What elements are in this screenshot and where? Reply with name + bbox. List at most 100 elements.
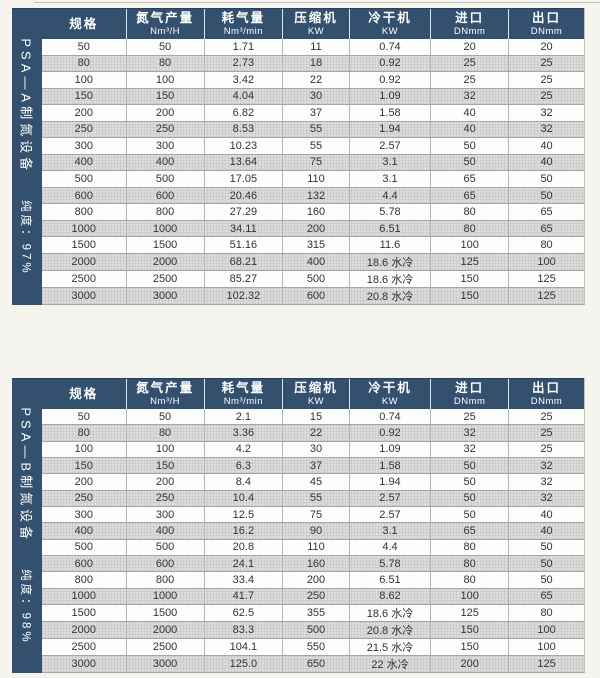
table-cell: 20.8 水冷 [350, 287, 432, 304]
column-title: 冷干机 [368, 380, 412, 395]
table-cell: 50 [431, 138, 510, 154]
table-cell: 41.7 [205, 588, 284, 604]
table-cell: 22 [283, 425, 350, 441]
table-cell: 160 [283, 555, 350, 572]
table-cell: 65 [540, 590, 553, 603]
table-cell: 24.1 [205, 555, 284, 572]
table-cell: 150 [431, 287, 510, 304]
table-cell: 150 [431, 621, 510, 638]
column-unit: KW [381, 395, 399, 407]
header-row: 规格 氮气产量 Nm³/H 耗气量 Nm³/min 压缩机 KW 冷干机 KW 进口 DNmm 出口 D… [42, 378, 584, 409]
table-cell: 50 [42, 409, 127, 425]
table-cell: 3000 [127, 655, 205, 672]
table-row: 2000 2000 83.3 500 20.8 水冷 150 100 [42, 620, 584, 638]
table-cell: 80 [42, 425, 127, 441]
column-header-5: 进口 DNmm [431, 9, 510, 39]
table-row: 150 150 6.3 37 1.58 50 32 [42, 456, 584, 474]
psa-a-spec-table: PSA—A制氮设备 纯度：97% 规格 氮气产量 Nm³/H 耗气量 Nm³/min 压缩… [12, 8, 585, 305]
table-cell: 110 [283, 171, 350, 187]
table-cell: 20.46 [205, 187, 284, 204]
table-cell: 80 [431, 572, 510, 588]
psa-a-grid: 规格 氮气产量 Nm³/H 耗气量 Nm³/min 压缩机 KW 冷干机 KW 进口 DNmm 出口 D… [42, 8, 585, 305]
table-cell: 55 [283, 490, 350, 506]
table-row: 100 100 4.2 30 1.09 32 25 [42, 440, 584, 457]
table-cell: 2500 [42, 270, 127, 287]
table-row: 80 80 2.73 18 0.92 25 25 [42, 54, 584, 72]
column-title: 出口 [532, 380, 562, 395]
column-unit: DNmm [453, 395, 486, 407]
table-cell: 30 [283, 88, 350, 105]
table-cell: 2000 [127, 253, 205, 270]
table-cell: 25 [540, 410, 553, 423]
table-row: 800 800 27.29 160 5.78 80 65 [42, 203, 584, 220]
column-unit: Nm³/H [150, 395, 181, 407]
table-cell: 125 [431, 604, 510, 621]
table-cell: 1000 [127, 588, 205, 604]
table-row: 150 150 4.04 30 1.09 32 25 [42, 87, 584, 105]
column-header-2: 耗气量 Nm³/min [205, 379, 284, 409]
table-cell: 25 [540, 443, 553, 456]
table-cell: 5.78 [350, 555, 432, 572]
table-cell: 200 [283, 572, 350, 588]
table-cell: 400 [283, 253, 350, 270]
table-cell: 11.6 [350, 237, 432, 253]
table-cell: 2000 [42, 253, 127, 270]
table-body: 50 50 2.1 15 0.74 25 25 80 80 3.36 22 0.92 32 25 100 10… [42, 409, 584, 672]
column-header-4: 冷干机 KW [350, 9, 432, 39]
table-cell: 50 [127, 39, 205, 55]
table-cell: 150 [42, 88, 127, 105]
table-cell: 125 [537, 272, 556, 285]
table-cell: 90 [283, 523, 350, 539]
table-cell: 25 [540, 426, 553, 439]
table-cell: 8.53 [205, 121, 284, 138]
table-cell: 300 [127, 138, 205, 154]
header-row: 规格 氮气产量 Nm³/H 耗气量 Nm³/min 压缩机 KW 冷干机 KW 进口 DNmm 出口 D… [42, 8, 584, 39]
table-cell: 6.82 [205, 105, 284, 121]
table-cell: 4.4 [350, 539, 432, 555]
table-row: 200 200 6.82 37 1.58 40 32 [42, 104, 584, 121]
table-cell: 100 [127, 72, 205, 88]
table-cell: 4.04 [205, 88, 284, 105]
table-cell: 800 [42, 572, 127, 588]
column-header-5: 进口 DNmm [431, 379, 510, 409]
column-header-4: 冷干机 KW [350, 379, 432, 409]
table-cell: 0.92 [350, 55, 432, 72]
column-unit: DNmm [530, 395, 563, 407]
table-cell: 80 [127, 55, 205, 72]
table-cell: 125.0 [205, 655, 284, 672]
table-cell: 13.64 [205, 154, 284, 171]
psa-b-grid: 规格 氮气产量 Nm³/H 耗气量 Nm³/min 压缩机 KW 冷干机 KW 进口 DNmm 出口 D… [42, 378, 585, 673]
table-row: 500 500 17.05 110 3.1 65 50 [42, 170, 584, 187]
table-row: 500 500 20.8 110 4.4 80 50 [42, 538, 584, 555]
table-cell: 80 [431, 220, 510, 237]
table-cell: 2500 [42, 638, 127, 655]
table-cell: 2.57 [350, 138, 432, 154]
table-cell: 100 [537, 623, 556, 636]
table-cell: 10.4 [205, 490, 284, 506]
column-title: 规格 [69, 386, 99, 401]
table-cell: 51.16 [205, 237, 284, 253]
table-cell: 18.6 水冷 [350, 604, 432, 621]
table-cell: 200 [283, 220, 350, 237]
table-cell: 50 [431, 154, 510, 171]
table-cell: 0.74 [350, 39, 432, 55]
table-cell: 32 [540, 123, 553, 136]
table-cell: 200 [431, 655, 510, 672]
table-cell: 17.05 [205, 171, 284, 187]
table-cell: 30 [283, 441, 350, 457]
table-row: 200 200 8.4 45 1.94 50 32 [42, 473, 584, 490]
table-cell: 50 [431, 457, 510, 474]
table-cell: 100 [127, 441, 205, 457]
table-cell: 1.71 [205, 39, 284, 55]
table-cell: 50 [540, 541, 553, 554]
table-cell: 800 [127, 572, 205, 588]
column-header-0: 规格 [42, 9, 127, 39]
table-cell: 0.92 [350, 72, 432, 88]
table-cell: 85.27 [205, 270, 284, 287]
table-cell: 55 [283, 138, 350, 154]
table-row: 1500 1500 51.16 315 11.6 100 80 [42, 236, 584, 253]
table-cell: 150 [431, 638, 510, 655]
table-cell: 1.58 [350, 457, 432, 474]
table-cell: 32 [431, 441, 510, 457]
equipment-name-label: PSA—B制氮设备 [18, 407, 34, 544]
